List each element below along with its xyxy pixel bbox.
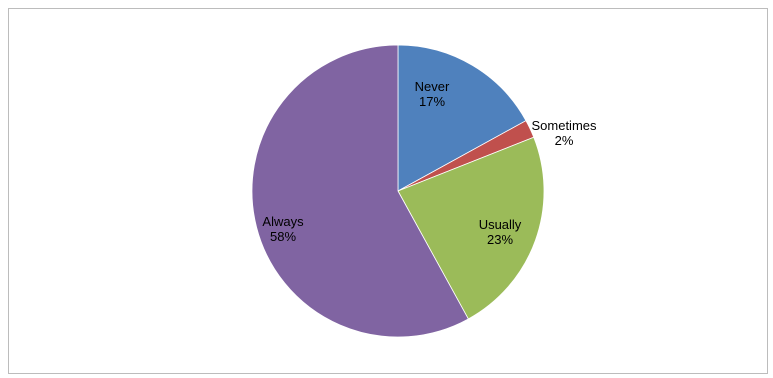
pie-slice-always xyxy=(251,44,469,338)
slice-label-usually: Usually 23% xyxy=(479,217,522,247)
slice-label-never: Never 17% xyxy=(415,79,450,109)
pie-slice-usually xyxy=(397,136,545,320)
slice-percent-never: 17% xyxy=(419,94,445,109)
slice-percent-sometimes: 2% xyxy=(555,133,574,148)
slice-label-sometimes: Sometimes 2% xyxy=(531,118,597,148)
slice-category-sometimes: Sometimes xyxy=(531,118,597,133)
slice-percent-always: 58% xyxy=(270,229,296,244)
pie-slice-never xyxy=(397,44,527,192)
slice-label-always: Always 58% xyxy=(262,214,304,244)
slice-percent-usually: 23% xyxy=(487,232,513,247)
slice-category-never: Never xyxy=(415,79,450,94)
chart-frame: Never 17% Sometimes 2% Usually 23% Always 58% xyxy=(8,8,768,374)
slice-category-usually: Usually xyxy=(479,217,522,232)
slice-category-always: Always xyxy=(262,214,304,229)
pie-chart: Never 17% Sometimes 2% Usually 23% Always 58% xyxy=(251,44,597,338)
